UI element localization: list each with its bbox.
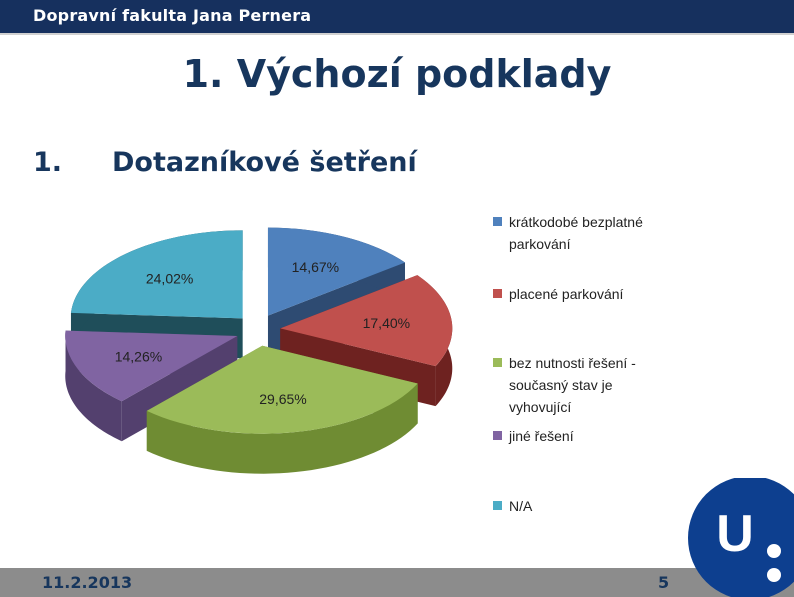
pie-data-label: 14,67% [292, 259, 339, 275]
footer-date: 11.2.2013 [42, 573, 133, 592]
legend-swatch [493, 431, 502, 440]
header-bar [0, 0, 794, 33]
legend-label: jiné řešení [509, 428, 574, 444]
pie-slice [70, 230, 243, 319]
logo-letter: U [716, 505, 754, 563]
legend-label: krátkodobé bezplatné parkování [509, 214, 643, 252]
legend-label: N/A [509, 498, 533, 514]
legend-swatch [493, 501, 502, 510]
pie-data-label: 24,02% [146, 271, 193, 287]
footer-bar [0, 568, 794, 597]
legend-swatch [493, 358, 502, 367]
legend-item-no-solution: bez nutnosti řešení - současný stav je vyh… [493, 352, 679, 418]
page-number: 5 [658, 573, 670, 592]
logo-circle [688, 478, 794, 597]
legend-item-na: N/A [493, 495, 679, 517]
pie-slice [267, 227, 405, 316]
legend-label: bez nutnosti řešení - současný stav je vyh… [509, 355, 636, 415]
pie-chart: 14,67% 17,40% 29,65% 14,26% 24,02% [65, 227, 453, 474]
legend-item-other: jiné řešení [493, 425, 679, 447]
slide-subtitle: Dotazníkové šetření [112, 147, 417, 178]
legend-label: placené parkování [509, 286, 624, 302]
pie-slice [280, 275, 453, 367]
legend-item-paid: placené parkování [493, 283, 679, 305]
pie-slice [65, 330, 238, 402]
legend-item-short-term: krátkodobé bezplatné parkování [493, 211, 679, 255]
pie-slice [146, 345, 418, 434]
university-logo: U [688, 478, 794, 597]
slide-title: 1. Výchozí podklady [182, 52, 612, 96]
logo-dot [767, 568, 781, 582]
legend-swatch [493, 289, 502, 298]
header-divider [0, 33, 794, 35]
subtitle-number: 1. [33, 147, 63, 178]
faculty-name: Dopravní fakulta Jana Pernera [33, 6, 312, 25]
pie-data-label: 29,65% [259, 391, 306, 407]
pie-data-label: 14,26% [115, 349, 162, 365]
legend-swatch [493, 217, 502, 226]
logo-dot [767, 544, 781, 558]
pie-data-label: 17,40% [363, 315, 410, 331]
